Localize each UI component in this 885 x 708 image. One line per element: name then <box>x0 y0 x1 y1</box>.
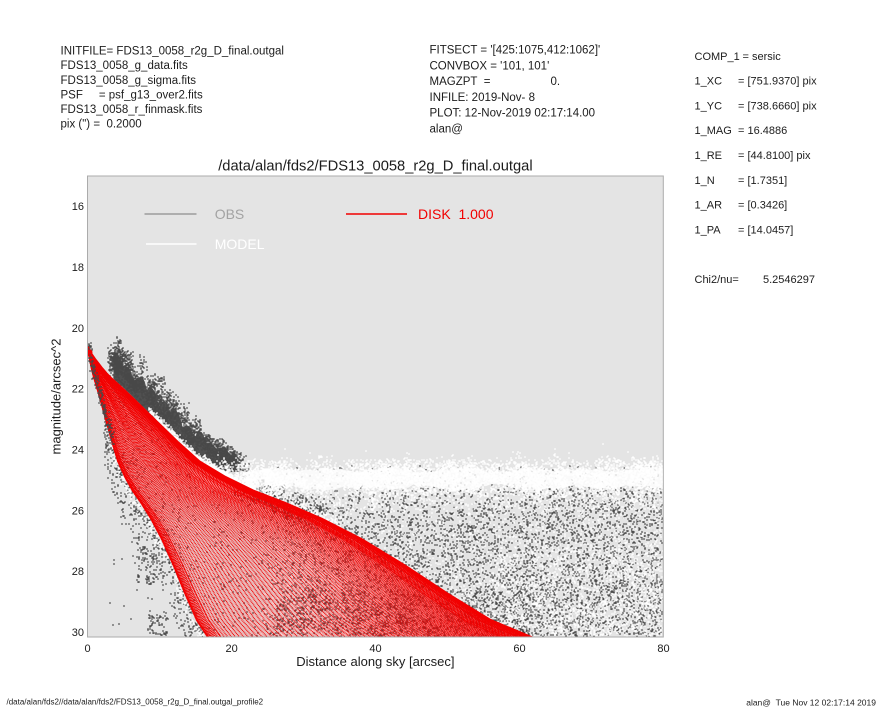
svg-text:MODEL: MODEL <box>215 236 265 252</box>
svg-text:PLOT: 12-Nov-2019 02:17:14.00: PLOT: 12-Nov-2019 02:17:14.00 <box>430 108 596 120</box>
svg-text:24: 24 <box>72 445 84 457</box>
svg-text:22: 22 <box>72 384 84 396</box>
svg-text:CONVBOX = '101, 101': CONVBOX = '101, 101' <box>430 60 550 72</box>
svg-text:1_MAG: 1_MAG <box>695 125 732 137</box>
svg-text:OBS: OBS <box>215 206 245 222</box>
svg-text:26: 26 <box>72 505 84 517</box>
svg-text:18: 18 <box>72 262 84 274</box>
svg-text:FDS13_0058_r_finmask.fits: FDS13_0058_r_finmask.fits <box>61 104 203 116</box>
svg-text:1_N: 1_N <box>695 175 715 187</box>
svg-text:INFILE: 2019-Nov- 8: INFILE: 2019-Nov- 8 <box>430 92 535 104</box>
svg-text:80: 80 <box>657 643 669 655</box>
svg-text:= [44.8100] pix: = [44.8100] pix <box>738 150 811 162</box>
svg-text:= [0.3426]: = [0.3426] <box>738 200 787 212</box>
svg-text:/data/alan/fds2//data/alan/fds: /data/alan/fds2//data/alan/fds2/FDS13_00… <box>7 698 264 707</box>
svg-text:20: 20 <box>72 323 84 335</box>
svg-text:DISK 1.000: DISK 1.000 <box>418 206 494 222</box>
svg-text:= [738.6660] pix: = [738.6660] pix <box>738 100 817 112</box>
svg-text:= [1.7351]: = [1.7351] <box>738 175 787 187</box>
svg-text:magnitude/arcsec^2: magnitude/arcsec^2 <box>49 339 64 455</box>
svg-text:= 16.4886: = 16.4886 <box>738 125 787 137</box>
svg-text:5.2546297: 5.2546297 <box>763 274 815 286</box>
svg-text:16: 16 <box>72 201 84 213</box>
svg-text:alan@: alan@ <box>430 124 463 136</box>
svg-text:FITSECT = '[425:1075,412:1062]: FITSECT = '[425:1075,412:1062]' <box>430 45 601 57</box>
svg-text:1_YC: 1_YC <box>695 100 723 112</box>
svg-text:40: 40 <box>369 643 381 655</box>
svg-text:1_AR: 1_AR <box>695 200 723 212</box>
svg-text:30: 30 <box>72 627 84 639</box>
svg-text:1_XC: 1_XC <box>695 76 723 88</box>
svg-text:= sersic: = sersic <box>743 51 782 63</box>
svg-text:= [751.9370] pix: = [751.9370] pix <box>738 76 817 88</box>
svg-text:1_PA: 1_PA <box>695 224 722 236</box>
svg-text:Chi2/nu=: Chi2/nu= <box>695 274 739 286</box>
svg-text:60: 60 <box>513 643 525 655</box>
svg-text:Distance along sky [arcsec]: Distance along sky [arcsec] <box>296 654 454 669</box>
svg-text:alan@ Tue Nov 12 02:17:14 201: alan@ Tue Nov 12 02:17:14 2019 <box>746 698 876 708</box>
svg-text:pix (") = 0.2000: pix (") = 0.2000 <box>61 119 142 131</box>
svg-text:28: 28 <box>72 566 84 578</box>
svg-text:0: 0 <box>85 643 91 655</box>
svg-text:/data/alan/fds2/FDS13_0058_r2g: /data/alan/fds2/FDS13_0058_r2g_D_final.o… <box>218 159 532 175</box>
svg-text:FDS13_0058_g_data.fits: FDS13_0058_g_data.fits <box>61 60 188 72</box>
svg-text:1_RE: 1_RE <box>695 150 723 162</box>
svg-text:INITFILE= FDS13_0058_r2g_D_fin: INITFILE= FDS13_0058_r2g_D_final.outgal <box>61 46 284 58</box>
svg-text:0.: 0. <box>551 76 561 88</box>
svg-text:COMP_1: COMP_1 <box>695 51 740 63</box>
svg-text:FDS13_0058_g_sigma.fits: FDS13_0058_g_sigma.fits <box>61 75 197 87</box>
svg-text:MAGZPT =: MAGZPT = <box>430 76 491 88</box>
svg-text:PSF = psf_g13_over2.fits: PSF = psf_g13_over2.fits <box>61 89 203 101</box>
svg-text:20: 20 <box>225 643 237 655</box>
svg-text:= [14.0457]: = [14.0457] <box>738 224 793 236</box>
